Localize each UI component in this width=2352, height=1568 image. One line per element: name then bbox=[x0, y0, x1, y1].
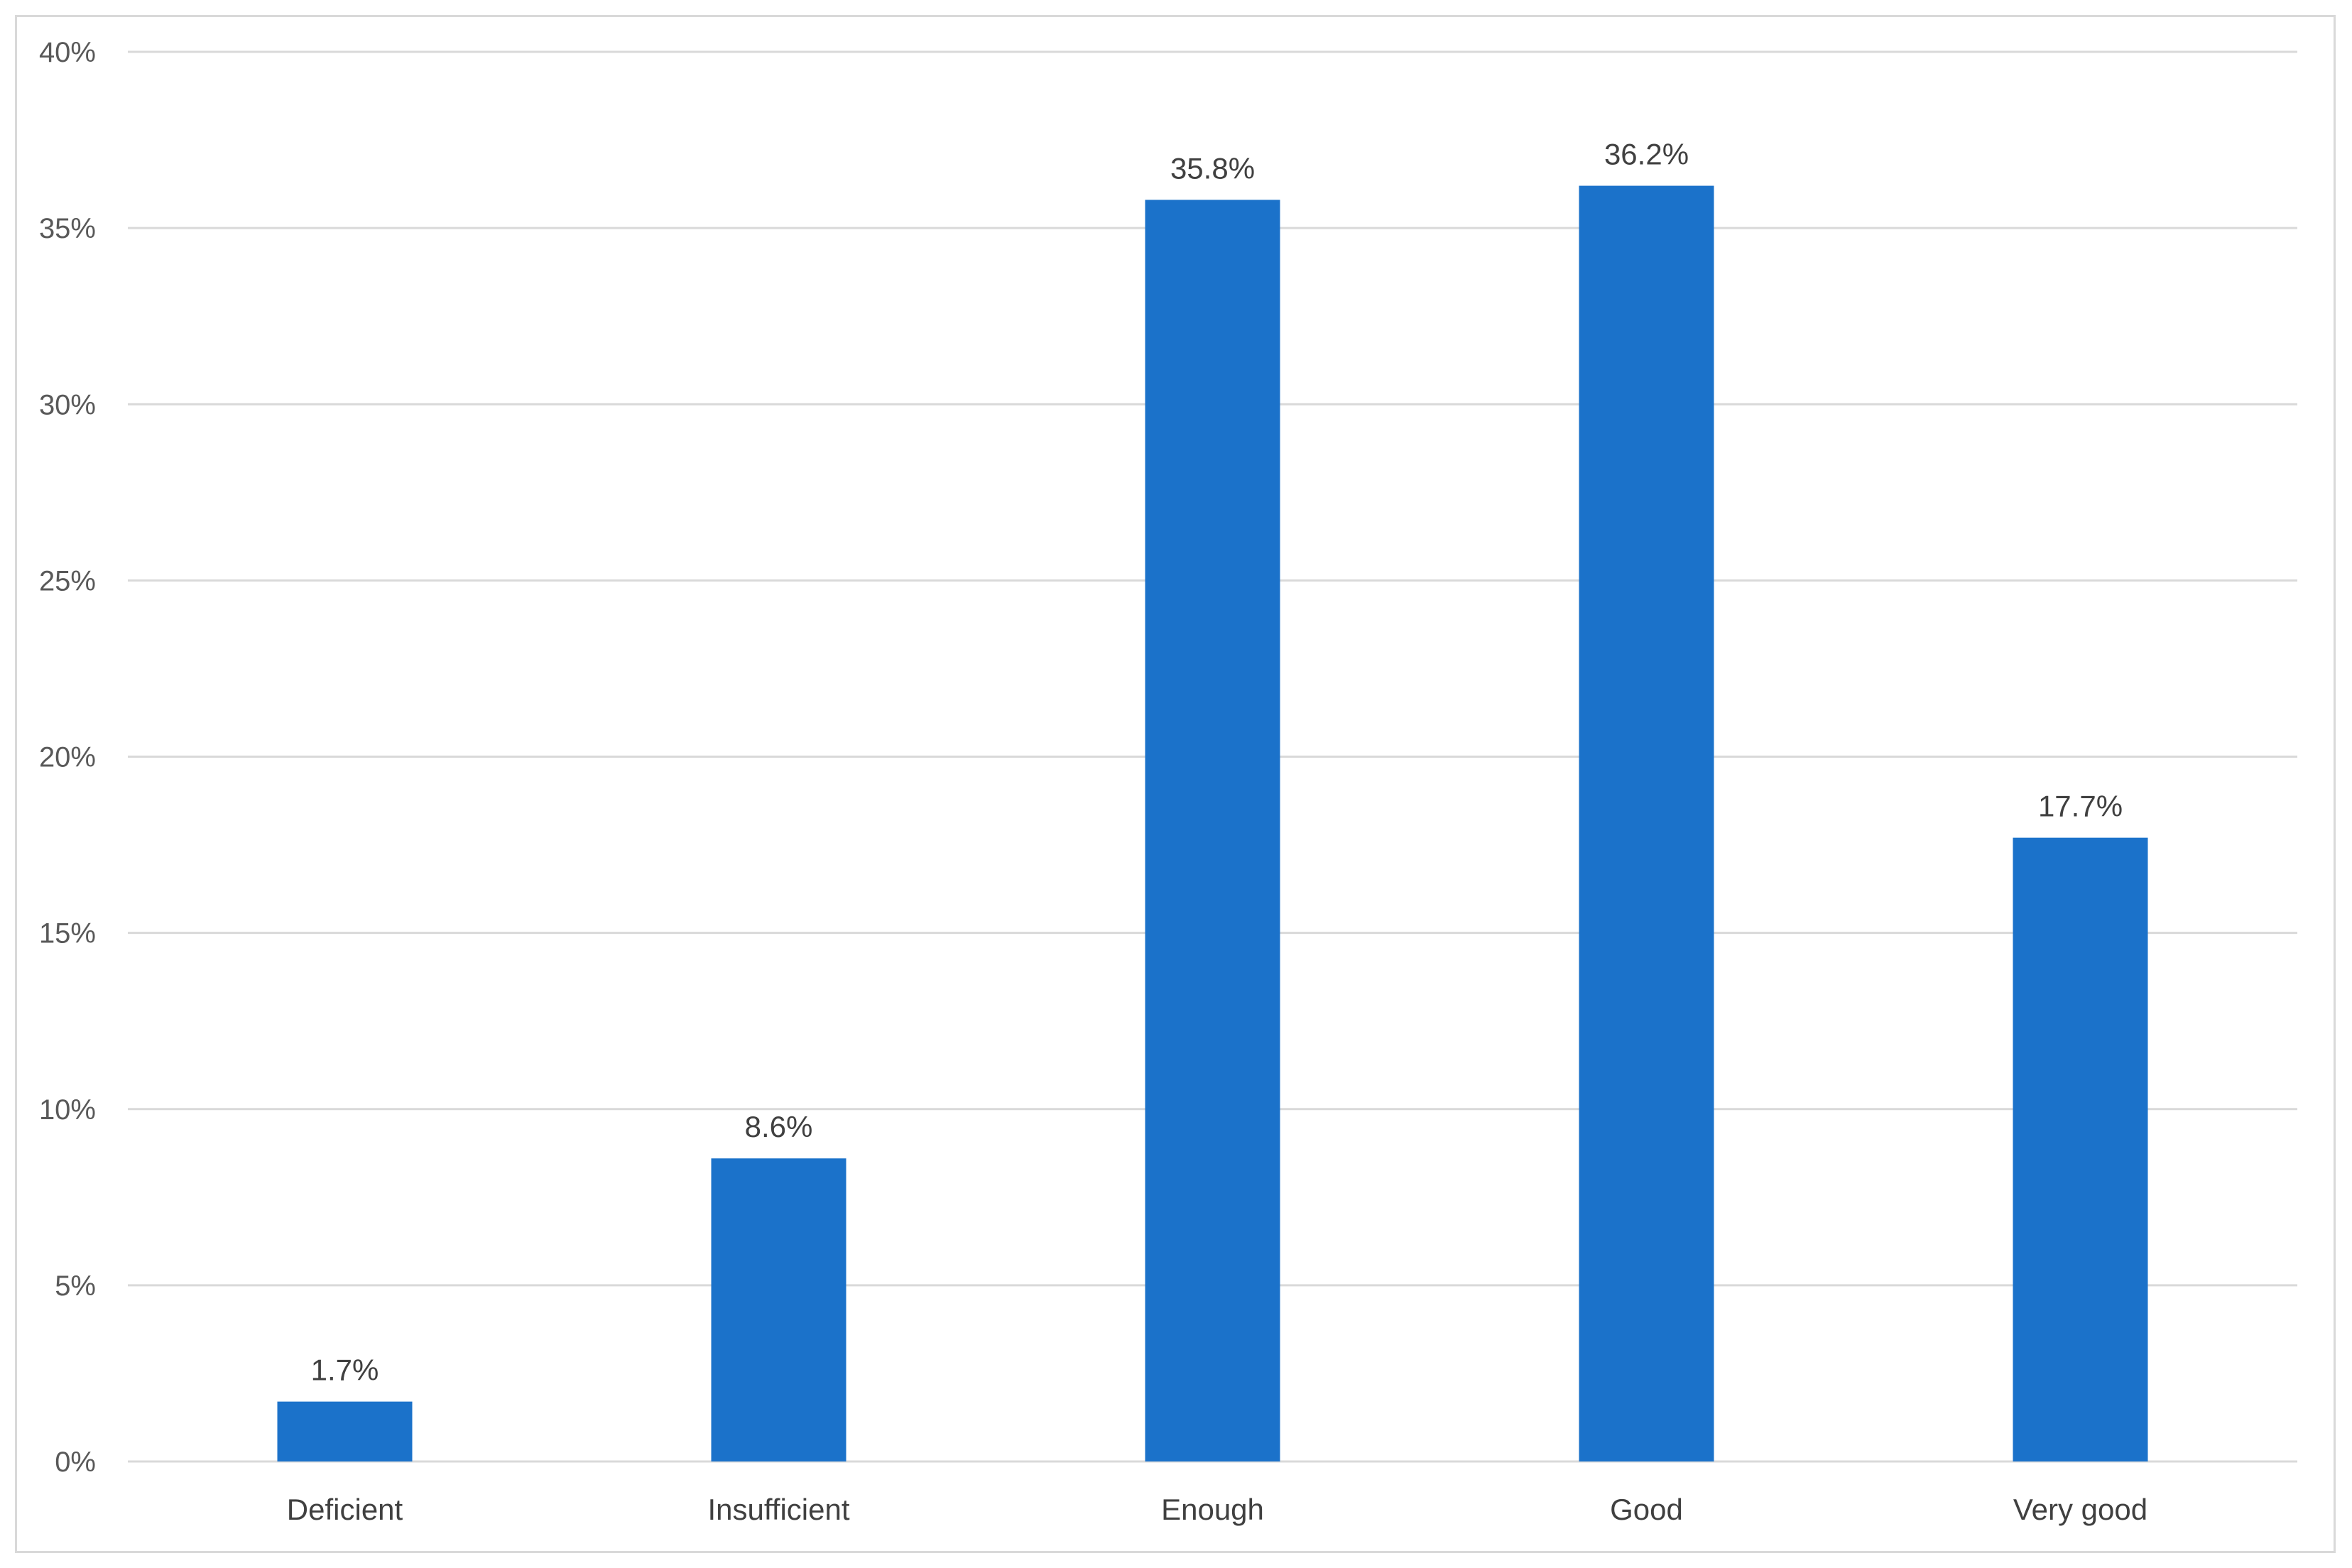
bar-good bbox=[1579, 185, 1714, 1462]
bars bbox=[277, 185, 2148, 1462]
data-label: 8.6% bbox=[745, 1110, 813, 1143]
y-tick-label: 30% bbox=[39, 389, 96, 420]
data-label: 1.7% bbox=[311, 1354, 379, 1387]
y-tick-label: 20% bbox=[39, 742, 96, 773]
y-tick-label: 15% bbox=[39, 918, 96, 949]
category-label: Enough bbox=[1161, 1493, 1264, 1526]
category-label: Good bbox=[1610, 1493, 1683, 1526]
bar-enough bbox=[1145, 200, 1280, 1461]
y-tick-label: 40% bbox=[39, 37, 96, 68]
y-tick-label: 5% bbox=[55, 1270, 96, 1302]
category-label: Insufficient bbox=[707, 1493, 849, 1526]
data-labels: 1.7% 8.6% 35.8% 36.2% 17.7% bbox=[311, 138, 2123, 1387]
y-tick-label: 25% bbox=[39, 565, 96, 597]
bar-very-good bbox=[2013, 837, 2148, 1461]
bar-deficient bbox=[277, 1401, 413, 1461]
bar-insufficient bbox=[711, 1158, 846, 1461]
category-label: Very good bbox=[2013, 1493, 2147, 1526]
y-tick-label: 35% bbox=[39, 213, 96, 244]
category-label: Deficient bbox=[287, 1493, 403, 1526]
x-axis-category-labels: Deficient Insufficient Enough Good Very good bbox=[287, 1493, 2147, 1526]
y-tick-label: 10% bbox=[39, 1094, 96, 1126]
data-label: 35.8% bbox=[1170, 151, 1255, 185]
y-axis-tick-labels: 0% 5% 10% 15% 20% 25% 30% 35% 40% bbox=[39, 37, 96, 1478]
y-tick-label: 0% bbox=[55, 1447, 96, 1478]
data-label: 36.2% bbox=[1604, 138, 1689, 171]
data-label: 17.7% bbox=[2038, 790, 2123, 823]
